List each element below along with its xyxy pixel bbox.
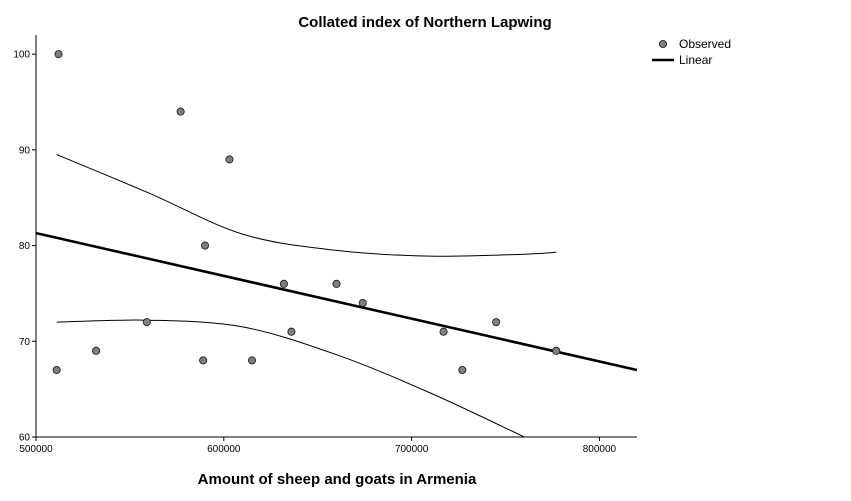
- x-tick-label: 600000: [207, 444, 241, 455]
- x-tick-label: 700000: [395, 444, 429, 455]
- data-point: [458, 365, 467, 375]
- data-point: [492, 318, 501, 327]
- y-tick-label: 70: [19, 337, 31, 348]
- chart-title: Collated index of Northern Lapwing: [298, 14, 551, 31]
- data-point: [332, 279, 341, 288]
- data-point: [199, 356, 208, 365]
- data-point: [92, 346, 101, 355]
- plot-area: 60 70 80 90 100 500000 600000 700000 800000: [13, 35, 637, 455]
- fit-line: [36, 231, 637, 372]
- legend-label: Observed: [679, 37, 731, 51]
- data-point: [247, 356, 257, 365]
- data-point: [279, 279, 288, 288]
- upper-band-line: [56, 154, 557, 257]
- data-point: [358, 298, 367, 308]
- y-tick-label: 100: [13, 50, 30, 61]
- data-point: [54, 50, 63, 59]
- data-point: [200, 241, 210, 250]
- data-point: [225, 155, 234, 164]
- legend-marker-observed: [658, 39, 668, 49]
- x-tick-label: 800000: [583, 444, 617, 455]
- data-point: [439, 327, 448, 336]
- legend-label: Linear: [679, 53, 712, 67]
- data-point: [142, 318, 151, 327]
- y-tick-label: 90: [19, 145, 31, 156]
- data-point: [287, 327, 296, 336]
- y-tick-label: 80: [19, 241, 31, 252]
- data-point: [552, 346, 561, 355]
- x-tick-label: 500000: [19, 444, 53, 455]
- x-axis-label: Amount of sheep and goats in Armenia: [198, 471, 477, 488]
- lower-band-line: [56, 319, 525, 437]
- y-tick-label: 60: [19, 433, 31, 444]
- data-point: [176, 107, 185, 116]
- legend: Observed Linear: [652, 37, 731, 67]
- data-point: [52, 365, 61, 375]
